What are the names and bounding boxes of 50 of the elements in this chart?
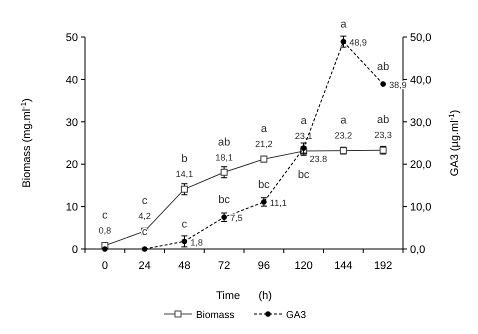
x-tick-label: 192 xyxy=(374,260,392,272)
annotation: bc xyxy=(258,178,270,191)
annotation: a xyxy=(340,114,348,127)
y2-tick-label: 50,0 xyxy=(410,32,432,44)
y-tick-label: 30 xyxy=(66,116,78,129)
legend-label: Biomass xyxy=(196,310,234,321)
annotation: a xyxy=(300,115,308,128)
data-label: 0,8 xyxy=(98,226,112,236)
y2-tick-label: 10,0 xyxy=(410,202,432,214)
annotation: bc xyxy=(298,169,310,182)
annotation: c xyxy=(142,195,148,208)
data-label: 23,3 xyxy=(374,130,392,140)
data-label: 14,1 xyxy=(176,169,194,180)
x-tick-label: 48 xyxy=(178,260,190,272)
x-tick-label: 144 xyxy=(334,260,353,272)
x-tick-label: 96 xyxy=(258,260,270,272)
data-label: 48,9 xyxy=(349,38,367,48)
y-tick-label: 50 xyxy=(66,32,78,44)
legend-label: GA3 xyxy=(286,310,306,321)
x-axis-title: Time (h) xyxy=(216,290,272,302)
data-label: 23.8 xyxy=(310,154,328,164)
annotation: c xyxy=(102,210,108,222)
annotation: ab xyxy=(377,61,390,74)
y-tick-label: 20 xyxy=(66,159,78,172)
y2-tick-label: 40,0 xyxy=(410,74,432,86)
y2-tick-label: 0,0 xyxy=(410,244,426,256)
data-label: 4,2 xyxy=(138,211,151,222)
x-tick-label: 0 xyxy=(102,260,108,272)
annotation: c xyxy=(182,218,188,230)
x-tick-label: 72 xyxy=(218,260,230,272)
data-label: 1,8 xyxy=(190,237,203,248)
y-tick-label: 0 xyxy=(72,244,78,256)
x-tick-label: 120 xyxy=(294,260,313,272)
y-tick-label: 40 xyxy=(66,74,78,86)
data-label: 11,1 xyxy=(270,198,287,208)
annotation: ab xyxy=(218,136,230,148)
annotation: b xyxy=(181,153,188,166)
data-label: 23,2 xyxy=(334,130,352,141)
data-label: 18,1 xyxy=(215,152,233,162)
data-label: 23,1 xyxy=(294,131,312,142)
annotation: a xyxy=(260,123,268,136)
y-tick-label: 10 xyxy=(66,202,78,214)
data-label: 7,5 xyxy=(230,213,243,224)
x-tick-label: 24 xyxy=(138,260,151,272)
data-label: 21,2 xyxy=(255,139,273,150)
annotation: a xyxy=(340,18,348,31)
y2-tick-label: 20,0 xyxy=(410,159,432,172)
annotation: ab xyxy=(377,114,390,126)
y2-tick-label: 30,0 xyxy=(410,116,432,129)
annotation: bc xyxy=(218,194,230,206)
